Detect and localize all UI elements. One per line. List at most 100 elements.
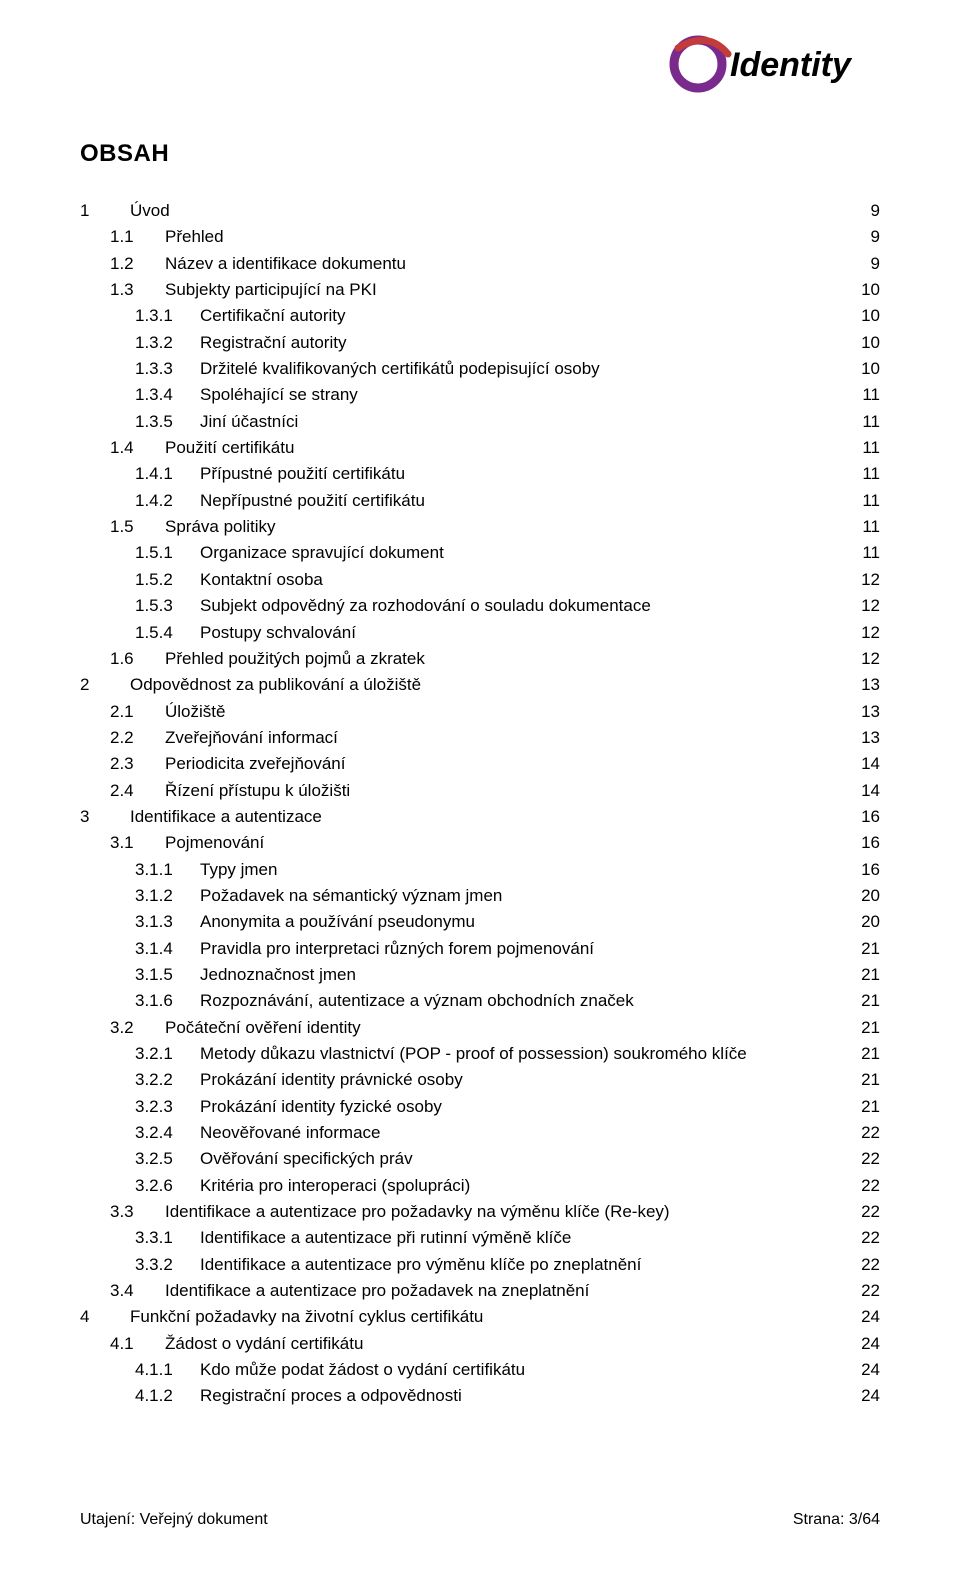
toc-entry-number: 3.3.1	[135, 1225, 200, 1251]
toc-entry-page: 22	[861, 1225, 880, 1251]
toc-entry: 3.1.2Požadavek na sémantický význam jmen…	[80, 883, 880, 909]
toc-entry-page: 22	[861, 1199, 880, 1225]
toc-entry-title: Držitelé kvalifikovaných certifikátů pod…	[200, 356, 600, 382]
toc-entry: 1.5Správa politiky11	[80, 514, 880, 540]
toc-entry-page: 24	[861, 1383, 880, 1409]
toc-entry-page: 13	[861, 672, 880, 698]
toc-entry-title: Organizace spravující dokument	[200, 540, 444, 566]
toc-entry-number: 3.1.6	[135, 988, 200, 1014]
toc-entry-page: 10	[861, 277, 880, 303]
toc-entry: 3.1.5Jednoznačnost jmen21	[80, 962, 880, 988]
toc-entry-title: Počáteční ověření identity	[165, 1015, 361, 1041]
toc-entry: 1.2Název a identifikace dokumentu9	[80, 251, 880, 277]
toc-entry-page: 21	[861, 1067, 880, 1093]
toc-entry-number: 1.4.1	[135, 461, 200, 487]
toc-entry-number: 3.2.3	[135, 1094, 200, 1120]
toc-entry-title: Odpovědnost za publikování a úložiště	[130, 672, 421, 698]
toc-entry: 4Funkční požadavky na životní cyklus cer…	[80, 1304, 880, 1330]
toc-entry-title: Jednoznačnost jmen	[200, 962, 356, 988]
toc-entry-number: 1.4.2	[135, 488, 200, 514]
toc-entry: 2.4Řízení přístupu k úložišti14	[80, 778, 880, 804]
toc-entry-title: Identifikace a autentizace pro požadavky…	[165, 1199, 670, 1225]
toc-entry-title: Požadavek na sémantický význam jmen	[200, 883, 502, 909]
toc-entry: 4.1Žádost o vydání certifikátu24	[80, 1331, 880, 1357]
toc-entry-number: 3.2	[110, 1015, 165, 1041]
toc-entry: 1.1Přehled9	[80, 224, 880, 250]
toc-entry-page: 21	[861, 962, 880, 988]
toc-entry: 2.2Zveřejňování informací13	[80, 725, 880, 751]
toc-entry: 1.5.2Kontaktní osoba 12	[80, 567, 880, 593]
toc-entry: 3.2.1Metody důkazu vlastnictví (POP - pr…	[80, 1041, 880, 1067]
toc-entry-page: 20	[861, 883, 880, 909]
toc-entry-page: 10	[861, 303, 880, 329]
toc-entry-page: 10	[861, 356, 880, 382]
toc-entry-title: Přehled použitých pojmů a zkratek	[165, 646, 425, 672]
toc-entry: 1.3.4Spoléhající se strany11	[80, 382, 880, 408]
toc-entry-number: 1.5.2	[135, 567, 200, 593]
toc-entry-number: 1.5.4	[135, 620, 200, 646]
toc-entry-number: 1.3.1	[135, 303, 200, 329]
toc-entry-page: 11	[862, 435, 880, 461]
toc-entry: 1.4Použití certifikátu11	[80, 435, 880, 461]
toc-entry-number: 1.1	[110, 224, 165, 250]
toc-entry-page: 16	[861, 830, 880, 856]
toc-entry-number: 3.2.6	[135, 1173, 200, 1199]
toc-entry-number: 2.3	[110, 751, 165, 777]
table-of-contents: 1Úvod91.1Přehled91.2Název a identifikace…	[80, 198, 880, 1410]
footer-right: Strana: 3/64	[793, 1511, 880, 1529]
toc-entry: 3.3.1Identifikace a autentizace při ruti…	[80, 1225, 880, 1251]
toc-entry: 1.5.3Subjekt odpovědný za rozhodování o …	[80, 593, 880, 619]
toc-entry-number: 1.4	[110, 435, 165, 461]
toc-entry-title: Postupy schvalování	[200, 620, 356, 646]
toc-entry: 2Odpovědnost za publikování a úložiště13	[80, 672, 880, 698]
toc-entry: 4.1.2Registrační proces a odpovědnosti24	[80, 1383, 880, 1409]
toc-entry-title: Kontaktní osoba	[200, 567, 323, 593]
toc-entry-page: 22	[861, 1146, 880, 1172]
toc-entry: 1.5.4Postupy schvalování12	[80, 620, 880, 646]
toc-entry-number: 3.1.3	[135, 909, 200, 935]
toc-entry-number: 2.4	[110, 778, 165, 804]
toc-entry-page: 20	[861, 909, 880, 935]
toc-entry-title: Metody důkazu vlastnictví (POP - proof o…	[200, 1041, 747, 1067]
toc-entry-page: 21	[861, 1015, 880, 1041]
toc-entry-title: Přípustné použití certifikátu	[200, 461, 405, 487]
toc-entry-page: 16	[861, 804, 880, 830]
toc-entry-number: 4.1	[110, 1331, 165, 1357]
toc-entry: 4.1.1Kdo může podat žádost o vydání cert…	[80, 1357, 880, 1383]
toc-entry-number: 3	[80, 804, 130, 830]
toc-entry-number: 3.3.2	[135, 1252, 200, 1278]
toc-entry-page: 13	[861, 699, 880, 725]
toc-entry-number: 1.3.5	[135, 409, 200, 435]
toc-entry-number: 3.1.4	[135, 936, 200, 962]
toc-entry-title: Subjekty participující na PKI	[165, 277, 377, 303]
toc-entry-page: 21	[861, 1041, 880, 1067]
toc-entry-title: Anonymita a používání pseudonymu	[200, 909, 475, 935]
toc-heading: OBSAH	[80, 140, 880, 168]
toc-entry: 1.5.1Organizace spravující dokument11	[80, 540, 880, 566]
toc-entry-page: 12	[861, 567, 880, 593]
toc-entry-page: 12	[861, 593, 880, 619]
toc-entry: 3.1.1Typy jmen16	[80, 857, 880, 883]
toc-entry: 3.2Počáteční ověření identity 21	[80, 1015, 880, 1041]
brand-logo: Identity	[668, 34, 898, 99]
toc-entry: 1.3.5Jiní účastníci11	[80, 409, 880, 435]
toc-entry-page: 22	[861, 1120, 880, 1146]
toc-entry-title: Nepřípustné použití certifikátu	[200, 488, 425, 514]
toc-entry-number: 3.2.1	[135, 1041, 200, 1067]
toc-entry-title: Registrační autority	[200, 330, 346, 356]
toc-entry-page: 10	[861, 330, 880, 356]
toc-entry-number: 3.3	[110, 1199, 165, 1225]
toc-entry-number: 3.1	[110, 830, 165, 856]
toc-entry-number: 2.1	[110, 699, 165, 725]
toc-entry: 3.2.6Kritéria pro interoperaci (spoluprá…	[80, 1173, 880, 1199]
toc-entry: 3.3.2Identifikace a autentizace pro výmě…	[80, 1252, 880, 1278]
toc-entry-page: 11	[862, 540, 880, 566]
toc-entry-number: 3.1.1	[135, 857, 200, 883]
toc-entry-page: 14	[861, 778, 880, 804]
toc-entry-title: Prokázání identity fyzické osoby	[200, 1094, 442, 1120]
toc-entry-title: Úvod	[130, 198, 170, 224]
toc-entry-page: 9	[871, 224, 880, 250]
toc-entry: 3.3Identifikace a autentizace pro požada…	[80, 1199, 880, 1225]
toc-entry-number: 1.3	[110, 277, 165, 303]
toc-entry: 1.6Přehled použitých pojmů a zkratek12	[80, 646, 880, 672]
